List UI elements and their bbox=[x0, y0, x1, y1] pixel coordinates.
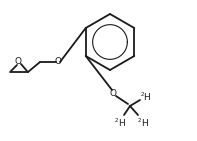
Text: O: O bbox=[110, 89, 116, 97]
Text: H: H bbox=[144, 93, 150, 103]
Text: 2: 2 bbox=[137, 117, 141, 123]
Text: O: O bbox=[55, 58, 61, 67]
Text: H: H bbox=[119, 118, 125, 127]
Text: O: O bbox=[15, 58, 21, 67]
Text: 2: 2 bbox=[140, 92, 144, 97]
Text: 2: 2 bbox=[114, 117, 118, 123]
Text: H: H bbox=[142, 118, 148, 127]
